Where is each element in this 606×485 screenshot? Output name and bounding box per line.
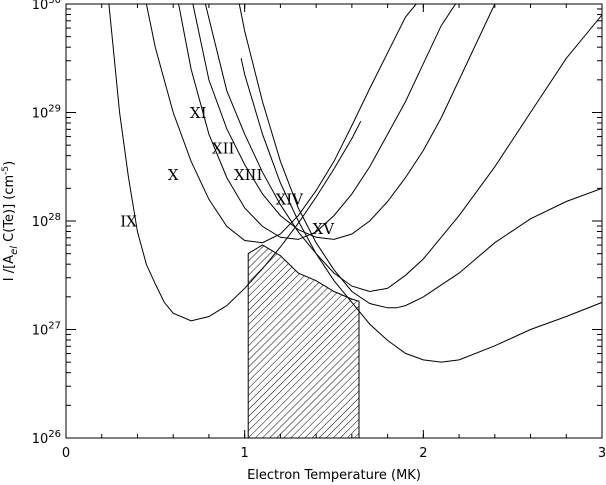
x-tick-label: 2 [419, 446, 427, 461]
y-tick-label: 1026 [32, 429, 61, 447]
series-label-xiii: XIII [234, 166, 263, 184]
series-line-x [145, 4, 417, 244]
series-line-xv [240, 58, 602, 363]
x-tick-label: 3 [598, 446, 606, 461]
series-label-x: X [168, 166, 179, 184]
series-line-xiii [204, 4, 602, 293]
series-label-xii: XII [212, 140, 235, 158]
x-axis-label: Electron Temperature (MK) [247, 468, 421, 483]
y-tick-label: 1028 [32, 212, 61, 230]
series-line-ix [108, 4, 362, 322]
y-tick-label: 1027 [32, 321, 61, 339]
series-label-ix: IX [120, 212, 137, 230]
shaded-region [247, 244, 360, 438]
series-line-xii [192, 4, 496, 240]
series-line-xi [178, 4, 456, 240]
y-axis-label: I /[Ael C(Te)] (cm-5) [1, 161, 20, 281]
y-tick-label: 1030 [32, 0, 61, 13]
x-tick-label: 0 [62, 446, 70, 461]
y-tick-label: 1029 [32, 104, 61, 122]
series-label-xiv: XIV [276, 191, 305, 209]
series-label-xv: XV [313, 220, 336, 238]
x-tick-label: 1 [241, 446, 249, 461]
series-line-xiv [238, 4, 602, 309]
series-label-xi: XI [190, 104, 207, 122]
